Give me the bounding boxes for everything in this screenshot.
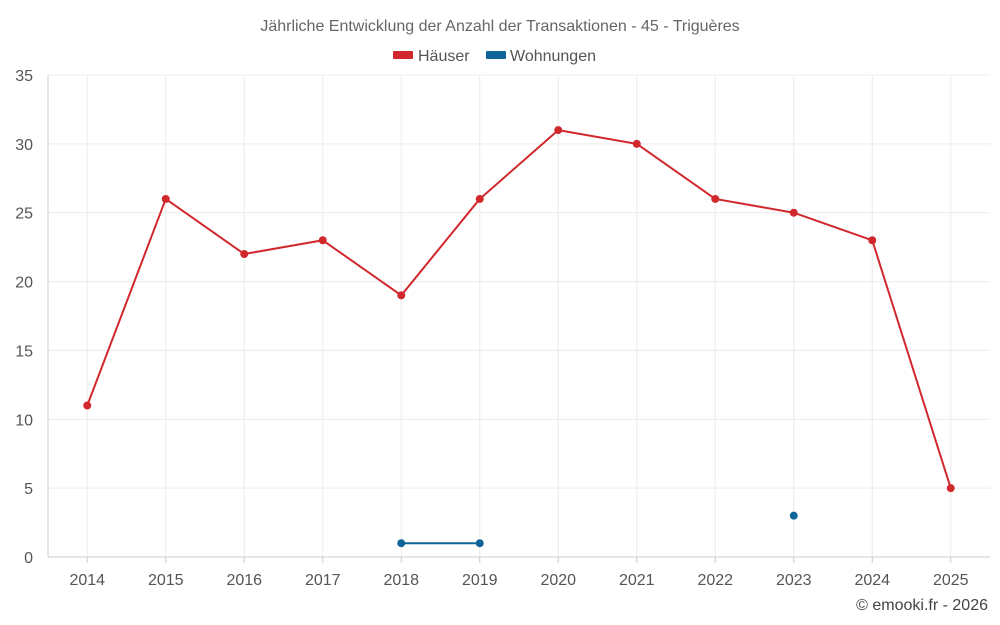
data-point-haeuser[interactable]: [711, 194, 720, 203]
y-tick-label: 35: [15, 68, 33, 85]
x-tick-label: 2023: [776, 572, 812, 589]
y-tick-label: 20: [15, 275, 33, 292]
data-point-haeuser[interactable]: [161, 194, 170, 203]
legend: Häuser Wohnungen: [393, 48, 596, 65]
data-point-haeuser[interactable]: [83, 401, 92, 410]
x-tick-label: 2024: [854, 572, 890, 589]
series-line-haeuser: [479, 129, 559, 200]
y-tick-label: 10: [15, 412, 33, 429]
data-point-wohnungen[interactable]: [789, 511, 798, 520]
data-point-wohnungen[interactable]: [475, 539, 484, 548]
data-point-haeuser[interactable]: [318, 236, 327, 245]
series-line-haeuser: [400, 198, 481, 296]
y-tick-label: 25: [15, 206, 33, 223]
x-tick-label: 2019: [462, 572, 498, 589]
data-point-haeuser[interactable]: [868, 236, 877, 245]
data-point-haeuser[interactable]: [240, 250, 249, 259]
x-tick-label: 2025: [933, 572, 969, 589]
x-tick-label: 2020: [540, 572, 576, 589]
series-line-haeuser: [165, 198, 245, 255]
y-tick-label: 30: [15, 137, 33, 154]
y-tick-label: 0: [24, 550, 33, 567]
x-tick-label: 2021: [619, 572, 655, 589]
data-point-haeuser[interactable]: [475, 194, 484, 203]
series-line-haeuser: [86, 198, 167, 406]
data-point-haeuser[interactable]: [554, 126, 563, 135]
series-line-haeuser: [244, 239, 323, 256]
grid: [48, 74, 990, 557]
data-point-haeuser[interactable]: [946, 484, 955, 493]
data-point-haeuser[interactable]: [789, 208, 798, 217]
series-line-haeuser: [715, 197, 794, 214]
credit-text: © emooki.fr - 2026: [856, 597, 988, 614]
legend-label-wohnungen[interactable]: Wohnungen: [510, 48, 596, 65]
legend-label-haeuser[interactable]: Häuser: [418, 48, 470, 65]
x-tick-label: 2014: [69, 572, 105, 589]
legend-swatch-haeuser[interactable]: [393, 51, 413, 59]
y-tick-label: 15: [15, 343, 33, 360]
series-line-haeuser: [793, 211, 873, 242]
legend-swatch-wohnungen[interactable]: [486, 51, 506, 59]
series-layer: [83, 126, 955, 548]
series-line-haeuser: [871, 239, 952, 489]
data-point-wohnungen[interactable]: [397, 539, 406, 548]
x-tick-label: 2017: [305, 572, 341, 589]
chart-title: Jährliche Entwicklung der Anzahl der Tra…: [260, 18, 739, 35]
series-line-haeuser: [322, 239, 402, 297]
x-tick-label: 2022: [697, 572, 733, 589]
data-point-haeuser[interactable]: [632, 139, 641, 148]
series-line-haeuser: [636, 143, 716, 200]
x-tick-label: 2016: [226, 572, 262, 589]
x-tick-label: 2018: [383, 572, 419, 589]
data-point-haeuser[interactable]: [397, 291, 406, 300]
x-tick-label: 2015: [148, 572, 184, 589]
series-line-haeuser: [558, 129, 637, 145]
y-tick-label: 5: [24, 481, 33, 498]
